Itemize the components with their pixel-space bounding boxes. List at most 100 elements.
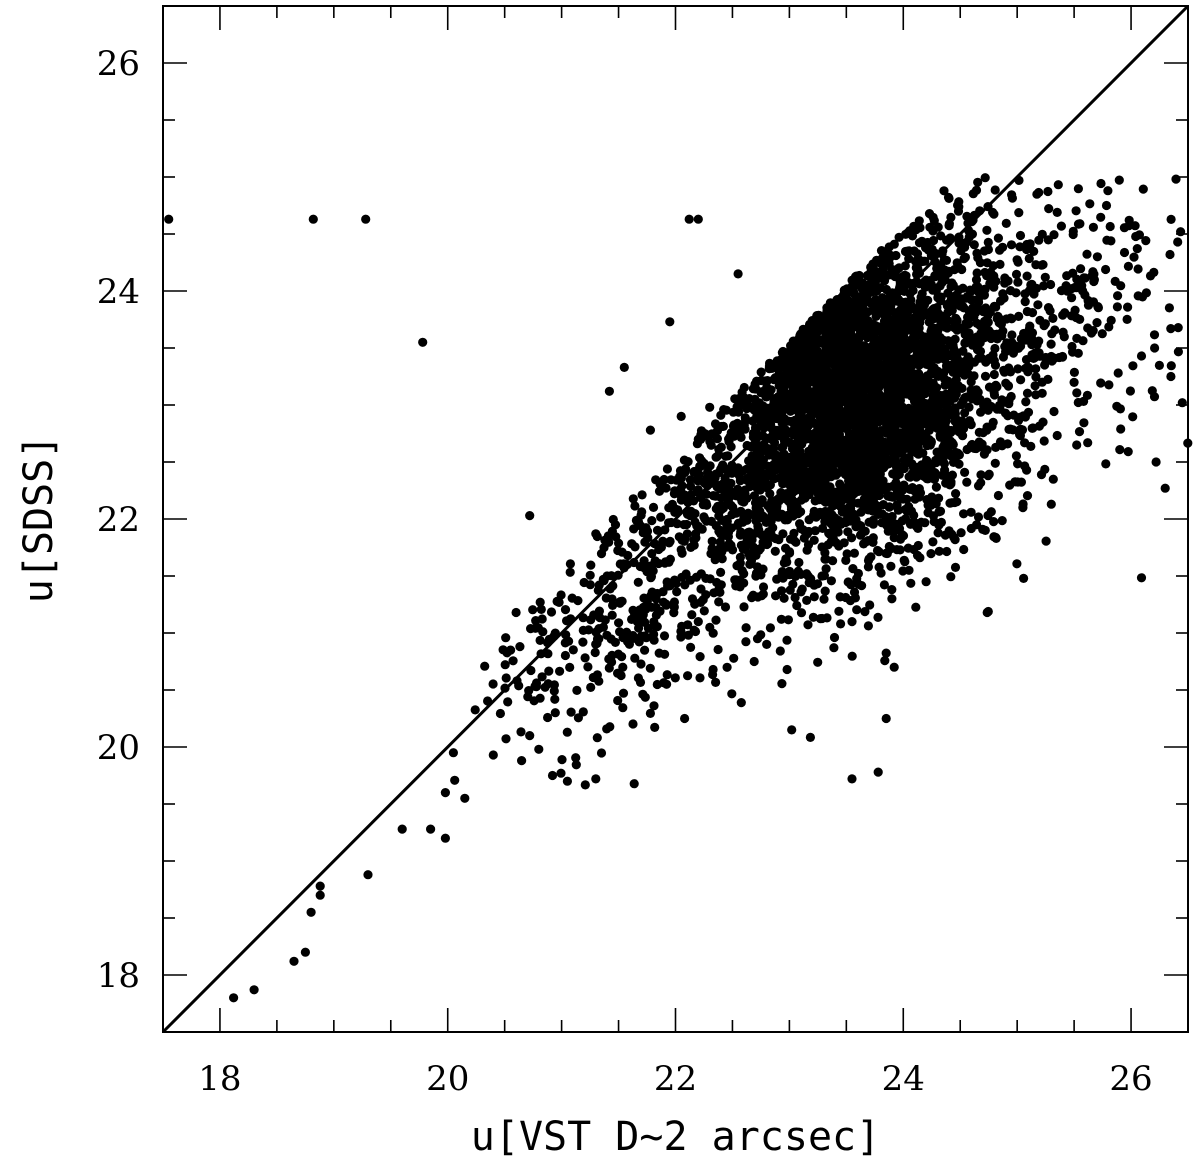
data-point [1173, 237, 1183, 247]
data-point [1041, 356, 1051, 366]
data-point [1092, 318, 1102, 328]
data-point [1113, 291, 1123, 301]
data-point [860, 526, 870, 536]
data-point [796, 329, 806, 339]
data-point [543, 649, 553, 659]
data-point [544, 666, 554, 676]
data-point [890, 459, 900, 469]
data-point [905, 506, 915, 516]
data-point [849, 548, 860, 558]
data-point [776, 354, 787, 364]
data-point [841, 391, 851, 401]
data-point [860, 607, 870, 617]
data-point [786, 341, 797, 351]
data-point [1031, 390, 1041, 400]
data-point [841, 592, 851, 603]
data-point [610, 637, 621, 648]
data-point [164, 214, 174, 224]
data-point [973, 481, 984, 491]
data-point [859, 539, 869, 549]
data-point [715, 503, 725, 513]
data-point [543, 712, 553, 723]
data-point [909, 246, 919, 256]
data-point [1166, 361, 1176, 371]
data-point [707, 536, 717, 546]
data-point [959, 254, 969, 264]
data-point [863, 505, 873, 515]
data-point [741, 623, 751, 633]
data-point [676, 411, 686, 421]
data-point [962, 319, 972, 329]
data-point [1007, 338, 1017, 348]
data-point [780, 378, 790, 388]
data-point [842, 424, 852, 434]
data-point [864, 517, 874, 527]
data-point [975, 346, 986, 356]
data-point [717, 479, 727, 489]
data-point [289, 956, 299, 966]
data-point [960, 467, 970, 477]
data-point [844, 476, 854, 486]
data-point [1041, 536, 1051, 546]
data-point [877, 509, 887, 519]
data-point [705, 622, 715, 633]
data-point [1136, 351, 1147, 361]
data-point [1165, 249, 1175, 260]
data-point [1030, 381, 1040, 391]
data-point [646, 591, 656, 601]
data-point [934, 546, 944, 556]
data-point [817, 469, 827, 479]
data-point [879, 580, 890, 590]
data-point [733, 425, 743, 435]
data-point [1073, 184, 1083, 194]
data-point [802, 545, 812, 555]
data-point [229, 993, 239, 1003]
data-point [949, 265, 960, 275]
data-point [1119, 247, 1130, 258]
data-point [760, 474, 770, 484]
data-point [1104, 380, 1114, 390]
data-point [508, 656, 518, 666]
data-point [306, 907, 316, 917]
data-point [1021, 397, 1031, 407]
data-point [831, 470, 841, 480]
data-point [894, 441, 904, 451]
data-point [819, 594, 829, 604]
data-point [839, 538, 849, 548]
data-point [959, 509, 969, 519]
data-point [895, 310, 905, 320]
data-point [983, 471, 993, 481]
data-point [745, 479, 755, 489]
data-point [843, 464, 853, 474]
data-point [1006, 240, 1017, 250]
data-point [596, 748, 607, 758]
data-point [730, 394, 740, 404]
data-point [636, 631, 647, 641]
data-point [940, 380, 950, 390]
data-point [859, 341, 869, 352]
data-point [904, 410, 914, 420]
data-point [845, 497, 856, 507]
data-point [993, 233, 1004, 243]
data-point [686, 642, 696, 653]
data-point [1141, 288, 1151, 298]
data-point [934, 350, 944, 360]
data-point [973, 177, 983, 187]
data-point [934, 493, 944, 503]
data-point [955, 427, 965, 437]
data-point [983, 317, 993, 327]
data-point [873, 448, 883, 458]
data-point [861, 285, 871, 295]
data-point [1023, 367, 1033, 377]
data-point [583, 662, 593, 672]
data-point [1022, 244, 1032, 255]
data-point [809, 592, 819, 602]
data-point [470, 705, 480, 715]
data-point [1088, 326, 1098, 336]
data-point [785, 585, 795, 595]
y-tick-label: 22 [97, 500, 140, 540]
data-point [921, 577, 931, 587]
data-point [1033, 300, 1043, 310]
data-point [701, 590, 711, 600]
data-point [397, 824, 407, 834]
